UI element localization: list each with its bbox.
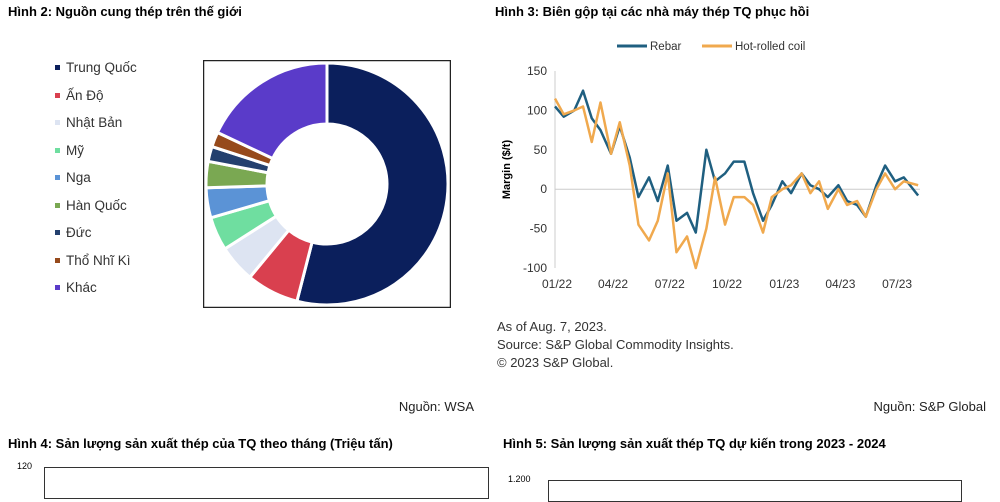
- x-tick-label: 01/22: [542, 277, 572, 291]
- legend-label: Hàn Quốc: [66, 197, 127, 213]
- legend-item: Khác: [55, 280, 97, 295]
- x-tick-label: 07/22: [655, 277, 685, 291]
- chart-note: Source: S&P Global Commodity Insights.: [497, 337, 734, 352]
- y-tick-label: 150: [527, 64, 547, 78]
- y-tick-label: 0: [540, 182, 547, 196]
- donut-slice: [215, 61, 329, 161]
- figure4-ytick: 120: [17, 461, 33, 471]
- legend-label: Ấn Độ: [66, 87, 104, 103]
- legend-swatch: [55, 92, 60, 98]
- y-tick-label: 50: [534, 143, 548, 157]
- legend-swatch: [55, 120, 60, 125]
- legend-label: Đức: [66, 225, 92, 240]
- legend-item: Hàn Quốc: [55, 198, 127, 213]
- figure3-source: Nguồn: S&P Global: [873, 399, 987, 414]
- legend-swatch: [55, 65, 60, 70]
- legend-label: Mỹ: [66, 142, 84, 158]
- figure4-title: Hình 4: Sản lượng sản xuất thép của TQ t…: [8, 436, 393, 451]
- legend-item: Nhật Bản: [55, 115, 122, 130]
- x-tick-label: 10/22: [712, 277, 742, 291]
- legend-label: Thổ Nhĩ Kì: [66, 252, 131, 268]
- figure3-title: Hình 3: Biên gộp tại các nhà máy thép TQ…: [495, 4, 810, 19]
- legend-item: Nga: [55, 170, 91, 185]
- series-line-hot-rolled-coil: [553, 97, 919, 270]
- figure4-chart-frame: [44, 467, 489, 499]
- x-tick-label: 04/23: [825, 277, 855, 291]
- x-tick-label: 01/23: [769, 277, 799, 291]
- legend-swatch: [55, 147, 60, 153]
- figure5-ytick: 1.200: [508, 474, 531, 484]
- legend-item: Mỹ: [55, 143, 84, 158]
- y-tick-label: -50: [530, 222, 548, 236]
- figure5-chart-frame: [548, 480, 962, 502]
- line-chart: 150 100 50 0 -50 -100 01/22 04/22 07/22 10/22 01/2…: [501, 41, 920, 291]
- legend-swatch: [55, 202, 60, 208]
- legend-label: Nhật Bản: [66, 115, 123, 130]
- legend-swatch: [55, 175, 60, 180]
- y-tick-label: -100: [523, 261, 547, 275]
- legend-swatch: [55, 257, 60, 263]
- legend-label: Rebar: [650, 41, 681, 53]
- legend-label: Hot-rolled coil: [735, 41, 805, 53]
- x-tick-label: 04/22: [598, 277, 628, 291]
- figure5-title: Hình 5: Sản lượng sản xuất thép TQ dự ki…: [503, 436, 886, 451]
- chart-note: © 2023 S&P Global.: [497, 355, 614, 370]
- figure2-title: Hình 2: Nguồn cung thép trên thế giới: [8, 4, 242, 19]
- chart-note: As of Aug. 7, 2023.: [497, 319, 607, 334]
- legend-item: Trung Quốc: [55, 60, 137, 75]
- figure2-source: Nguồn: WSA: [398, 399, 474, 414]
- y-axis-label: Margin ($/t): [501, 140, 513, 200]
- legend-swatch: [55, 285, 60, 290]
- donut-chart: [203, 60, 451, 308]
- legend-swatch: [55, 230, 60, 235]
- x-tick-label: 07/23: [882, 277, 912, 291]
- legend-item: Đức: [55, 225, 92, 240]
- legend-label: Trung Quốc: [66, 60, 137, 75]
- legend-label: Nga: [66, 170, 91, 185]
- legend-label: Khác: [66, 280, 97, 295]
- legend-item: Thổ Nhĩ Kì: [55, 253, 131, 268]
- legend-item: Ấn Độ: [55, 88, 104, 103]
- donut-slice: [295, 61, 450, 307]
- y-tick-label: 100: [527, 103, 547, 117]
